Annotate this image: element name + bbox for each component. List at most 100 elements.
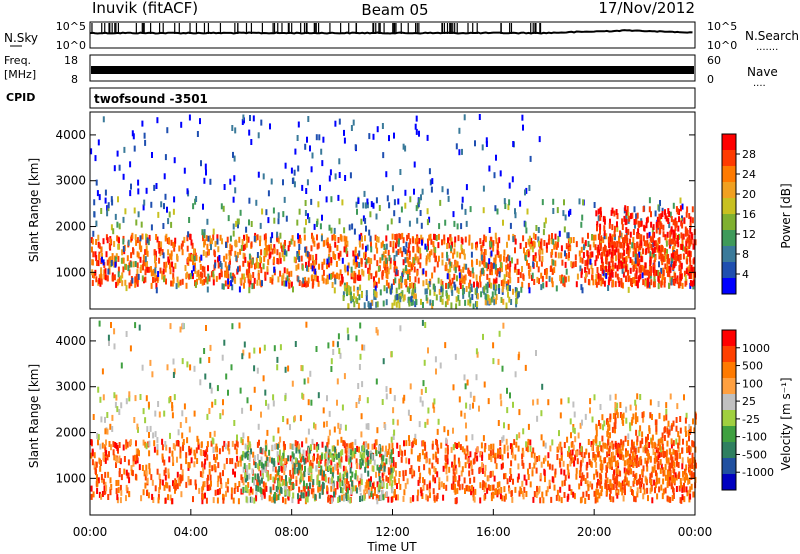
echo-cell [449,279,451,286]
echo-cell [248,287,251,294]
echo-cell [347,494,350,501]
echo-cell [242,479,245,486]
echo-cell [489,450,492,457]
echo-cell [486,273,489,280]
echo-cell [341,199,344,206]
echo-cell [386,273,389,279]
echo-cell [514,208,516,215]
echo-cell [596,496,599,503]
echo-cell [365,462,367,469]
echo-cell [479,281,482,288]
echo-cell [278,489,281,496]
echo-cell [202,467,205,474]
echo-cell [442,494,445,501]
echo-cell [356,286,359,293]
echo-cell [611,234,614,241]
echo-cell [637,220,640,227]
echo-cell [415,439,417,446]
echo-cell [318,134,321,141]
echo-cell [613,455,616,462]
echo-cell [234,187,237,194]
power-echoes [90,114,697,310]
echo-cell [114,455,117,462]
echo-cell [529,439,532,446]
echo-cell [679,253,682,260]
echo-cell [175,283,178,290]
echo-cell [216,453,218,460]
echo-cell [519,486,522,493]
echo-cell [287,455,290,462]
echo-cell [573,460,576,467]
echo-cell [321,263,324,270]
echo-cell [355,487,358,494]
echo-cell [257,262,260,269]
echo-cell [232,223,235,230]
echo-cell [244,443,247,450]
echo-cell [354,448,357,454]
echo-cell [693,491,696,498]
echo-cell [142,260,145,267]
echo-cell [278,454,281,461]
echo-cell [113,343,116,350]
echo-cell [273,477,276,484]
echo-cell [471,267,474,274]
echo-cell [324,445,327,452]
echo-cell [685,240,688,247]
echo-cell [499,393,502,400]
echo-cell [150,266,152,273]
echo-cell [517,277,520,283]
echo-cell [396,419,399,426]
echo-cell [674,472,677,479]
echo-cell [134,458,137,465]
echo-cell [100,416,103,423]
echo-cell [348,443,351,450]
echo-cell [213,464,216,471]
echo-cell [355,335,358,342]
echo-cell [665,240,668,247]
echo-cell [458,127,461,134]
echo-cell [625,209,628,216]
echo-cell [356,475,359,482]
echo-cell [329,494,332,501]
echo-cell [487,398,490,405]
echo-cell [107,268,110,275]
echo-cell [581,456,584,463]
echo-cell [501,454,504,461]
echo-cell [265,445,268,452]
echo-cell [134,276,137,283]
echo-cell [497,420,500,426]
echo-cell [584,497,587,504]
echo-cell [260,477,263,484]
echo-cell [407,246,410,253]
echo-cell [280,455,283,462]
echo-cell [426,134,429,141]
echo-cell [225,481,228,488]
echo-cell [195,255,198,261]
echo-cell [674,240,677,247]
echo-cell [450,245,453,252]
echo-cell [619,241,622,248]
echo-cell [663,277,666,284]
echo-cell [462,266,465,273]
echo-cell [427,407,430,414]
echo-cell [224,280,227,287]
echo-cell [652,236,655,243]
echo-cell [263,485,266,492]
echo-cell [332,445,335,452]
echo-cell [393,395,396,402]
echo-cell [514,247,516,254]
echo-cell [381,472,384,479]
echo-cell [94,468,97,474]
echo-cell [229,235,232,242]
echo-cell [325,278,328,285]
echo-cell [640,239,643,246]
echo-cell [110,196,113,203]
echo-cell [343,129,345,136]
echo-cell [553,243,556,250]
echo-cell [375,450,378,457]
echo-cell [455,303,458,310]
echo-cell [583,452,586,459]
echo-cell [383,260,386,267]
echo-cell [458,272,461,279]
echo-cell [370,486,373,493]
